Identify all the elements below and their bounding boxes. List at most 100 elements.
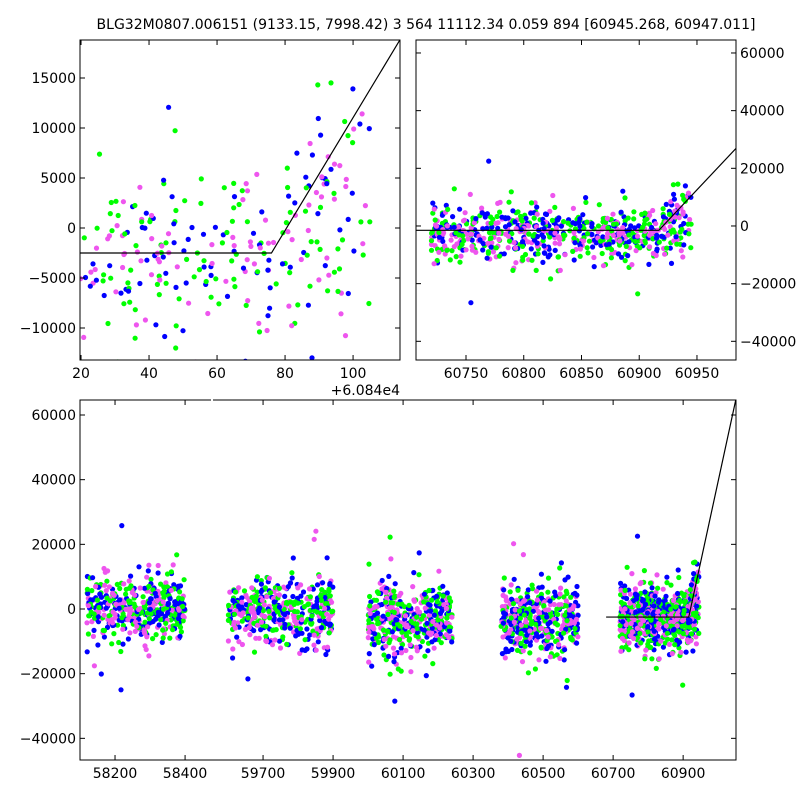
data-point-green [416,572,422,578]
data-point-magenta [533,588,540,594]
data-point-magenta [460,218,467,224]
data-point-magenta [299,617,305,623]
data-point-blue [368,599,374,605]
data-point-magenta [398,650,405,656]
data-point-blue [173,284,179,290]
data-point-green [624,564,630,570]
data-point-green [104,578,110,584]
data-point-magenta [629,629,636,635]
data-point-magenta [426,630,432,636]
data-point-magenta [362,203,368,209]
data-point-green [375,615,381,621]
data-point-green [419,616,425,622]
data-point-blue [337,227,343,233]
data-point-blue [323,651,329,658]
data-point-blue [314,582,321,588]
x-offset-label: +6.084e4 [331,383,400,399]
data-point-green [523,623,529,629]
data-point-magenta [319,174,325,180]
x-tick-label: 60850 [559,366,604,382]
data-point-green [595,223,602,229]
data-point-green [387,534,393,540]
data-point-magenta [687,216,693,223]
data-point-blue [391,659,397,665]
data-point-blue [310,586,316,592]
data-point-green [507,589,513,595]
data-point-green [583,199,589,205]
data-point-blue [267,305,273,311]
data-point-green [390,600,396,606]
data-point-blue [509,646,515,653]
data-point-magenta [610,211,616,217]
data-point-green [428,238,435,244]
data-point-magenta [471,220,477,226]
data-point-green [529,582,535,588]
points-group [80,40,400,360]
data-point-green [285,184,291,191]
data-point-green [132,335,138,341]
data-point-green [584,219,590,225]
data-point-green [284,165,290,171]
x-tick-label: 59900 [311,766,356,782]
data-point-blue [366,651,372,657]
data-point-magenta [433,622,440,628]
data-point-green [688,245,694,251]
data-point-blue [642,601,649,608]
data-point-green [520,243,526,249]
y-tick-label: 5000 [40,171,76,187]
fit-line [606,400,736,618]
data-point-magenta [157,277,163,283]
data-point-green [176,296,182,302]
data-point-green [680,630,686,637]
data-point-magenta [623,622,629,628]
data-point-magenta [251,614,258,620]
data-point-green [518,640,524,647]
data-point-magenta [93,245,100,251]
data-point-green [297,626,303,632]
data-point-green [655,585,661,591]
data-point-blue [414,629,420,636]
data-point-magenta [149,236,155,242]
data-point-green [670,182,677,188]
data-point-blue [101,292,107,299]
data-point-green [387,671,393,677]
data-point-blue [640,598,646,604]
data-point-green [329,609,335,615]
data-point-magenta [249,585,255,591]
data-point-magenta [209,242,215,248]
data-point-green [510,601,517,607]
data-point-magenta [155,562,161,569]
data-point-blue [424,620,430,626]
data-point-blue [143,210,149,216]
data-point-magenta [324,611,330,617]
data-point-green [545,589,551,595]
data-point-magenta [365,635,371,641]
data-point-green [631,216,637,222]
data-point-magenta [513,260,519,266]
data-point-blue [644,610,651,616]
data-point-green [561,219,567,225]
data-point-green [127,299,133,305]
data-point-green [262,585,268,591]
data-point-magenta [552,230,558,236]
data-point-green [311,608,318,614]
data-point-magenta [674,623,680,629]
data-point-green [406,637,412,643]
data-point-green [639,211,645,217]
data-point-green [139,219,145,225]
x-tick-label: 60800 [501,366,546,382]
axes-frame [415,39,737,361]
data-point-blue [287,264,293,270]
data-point-green [153,632,159,638]
data-point-green [243,302,249,308]
data-point-green [391,588,397,594]
data-point-magenta [617,238,623,244]
data-point-green [283,220,289,226]
data-point-blue [118,687,124,693]
data-point-magenta [653,221,659,227]
data-point-magenta [430,618,436,625]
data-point-blue [673,234,679,240]
data-point-green [367,219,373,225]
x-tick-label: 60900 [617,366,662,382]
data-point-blue [561,657,567,663]
